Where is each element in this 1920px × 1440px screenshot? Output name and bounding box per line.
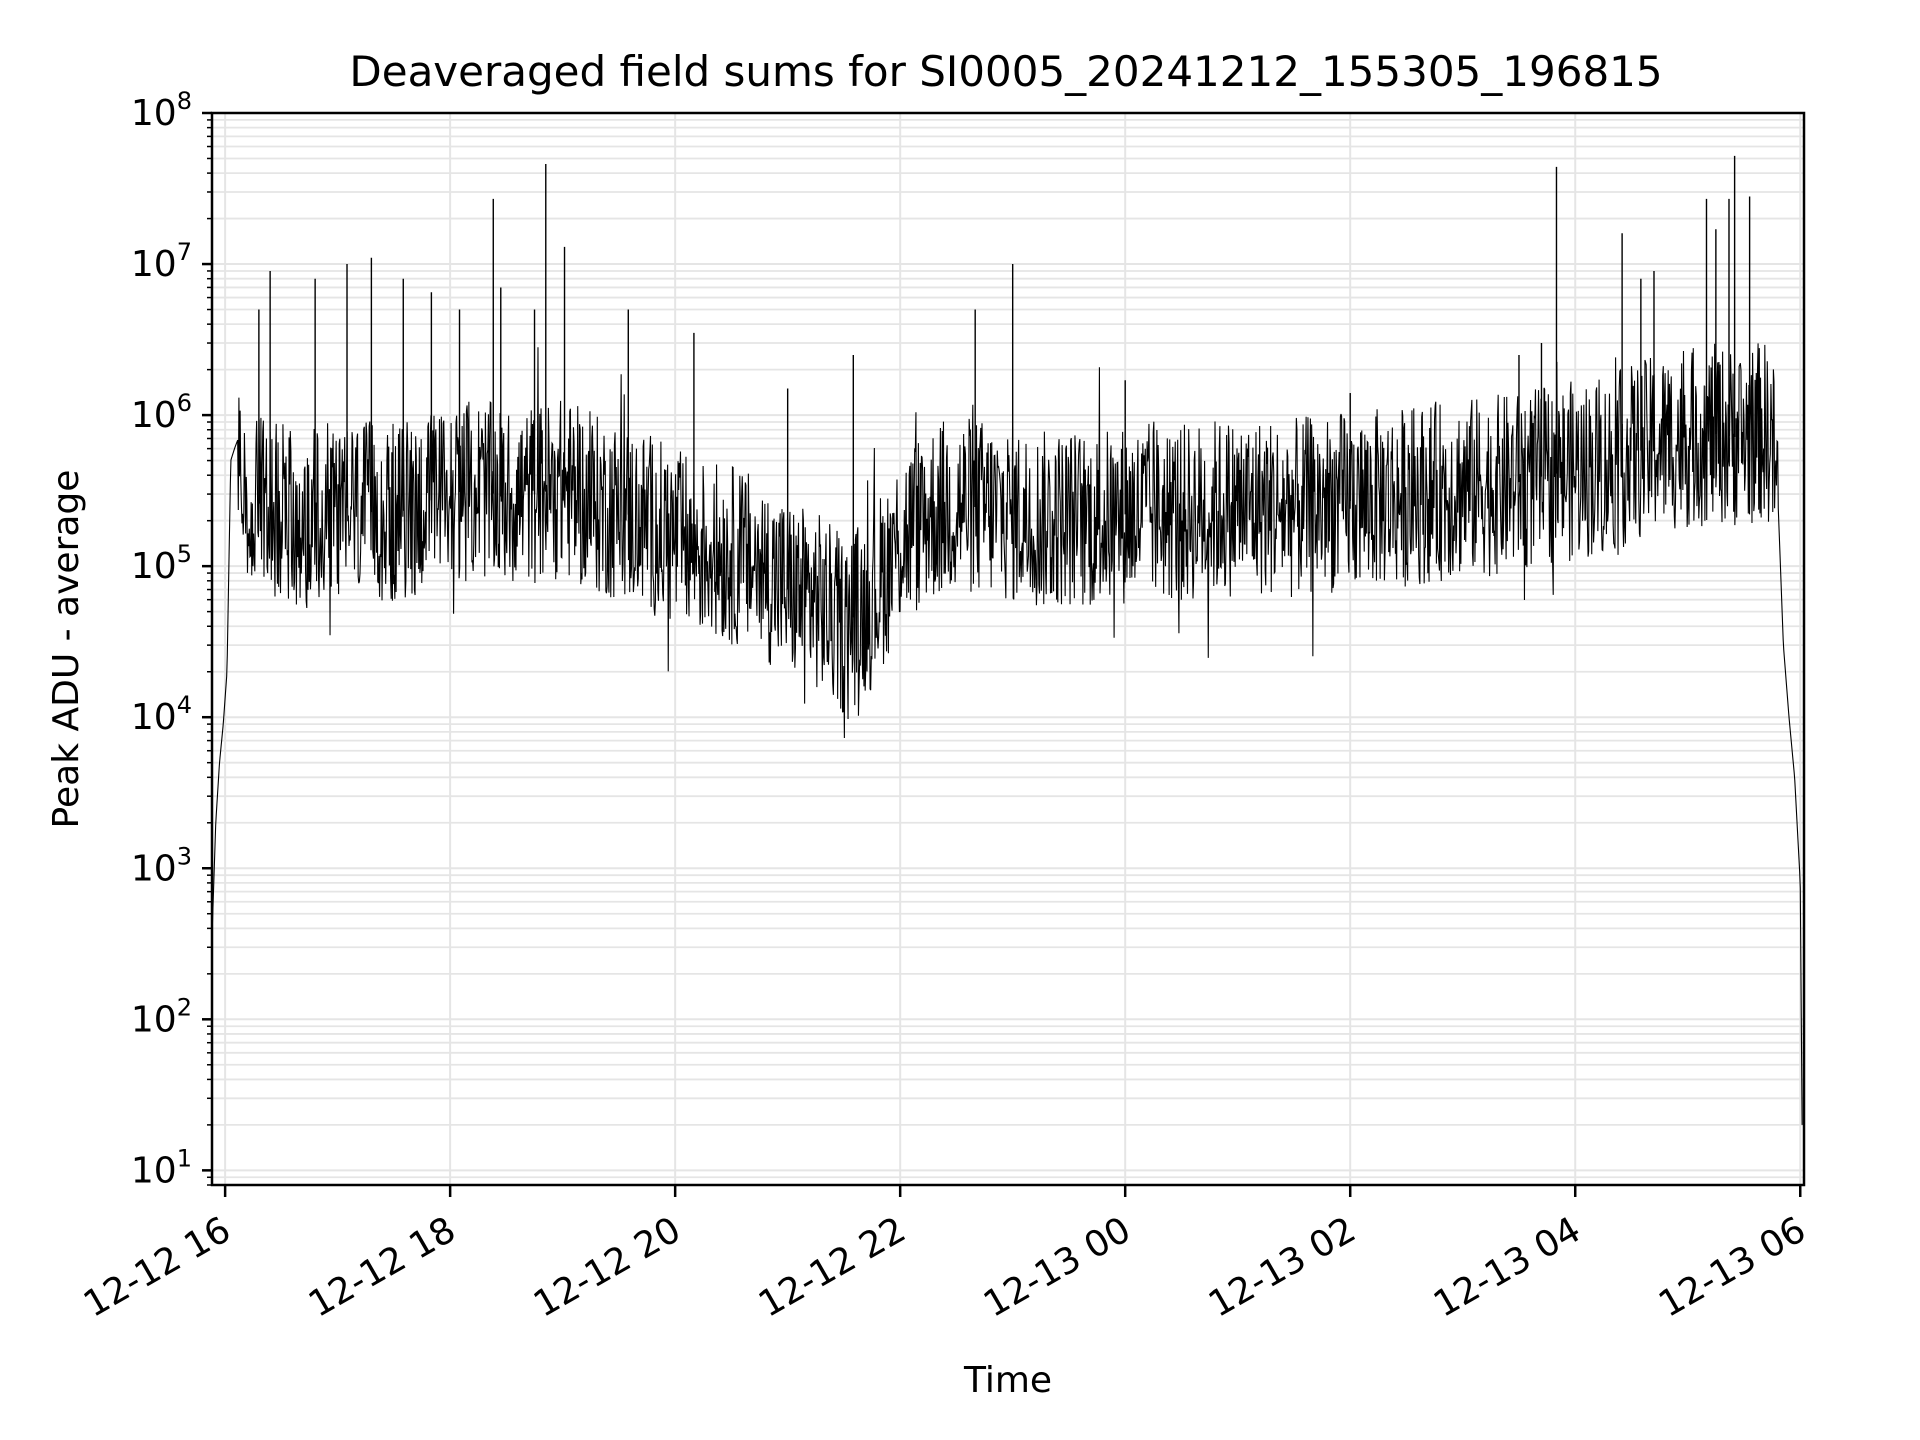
chart-title: Deaveraged field sums for SI0005_2024121…: [349, 47, 1662, 96]
y-tick-label: 105: [131, 540, 192, 587]
y-tick-label: 102: [131, 993, 192, 1040]
y-tick-label: 106: [131, 389, 192, 436]
series-line: [211, 343, 1803, 1125]
y-axis-label: Peak ADU - average: [46, 470, 87, 829]
x-axis-label: Time: [963, 1360, 1052, 1401]
y-axis: 101 102 103 104 105 106 107 108: [131, 87, 212, 1191]
y-tick-label: 103: [131, 842, 192, 889]
plot-frame: [210, 111, 1806, 1187]
y-tick-label: 107: [131, 238, 192, 285]
y-tick-label: 101: [131, 1144, 192, 1191]
y-tick-label: 108: [131, 87, 192, 134]
y-tick-label: 104: [131, 691, 192, 738]
series-layer: [211, 155, 1803, 1125]
